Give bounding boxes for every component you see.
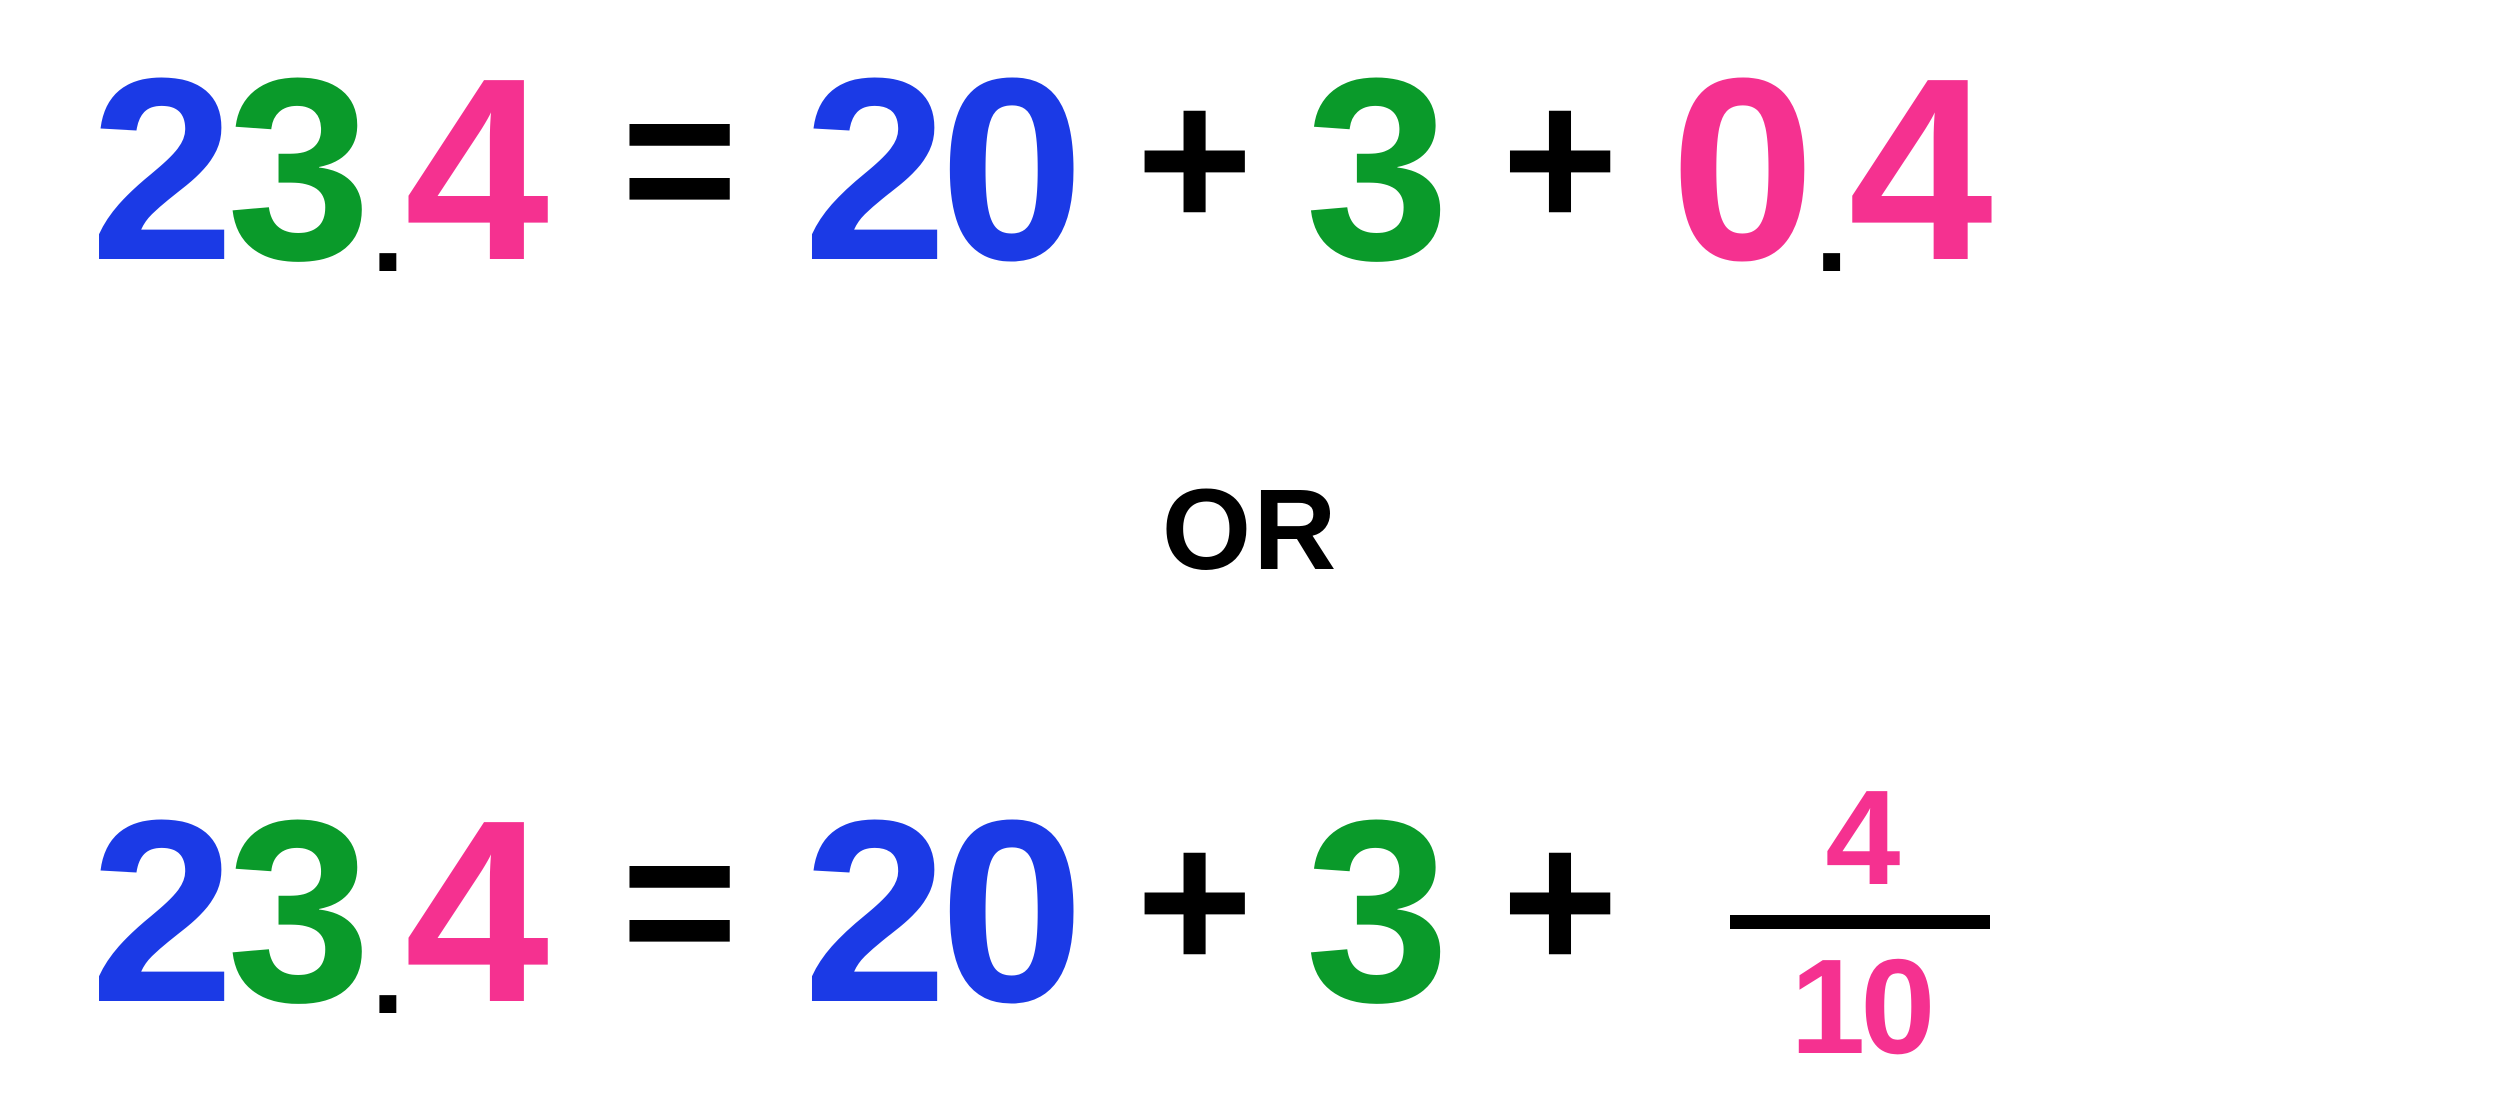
term-tenths-dec: 4 bbox=[1848, 40, 1985, 300]
plus-sign-3: + bbox=[1136, 802, 1245, 1022]
lhs-tens-digit: 2 bbox=[90, 40, 227, 300]
term-ones: 3 bbox=[1305, 40, 1442, 300]
lhs-ones-digit: 3 bbox=[227, 40, 364, 300]
term-ones-2: 3 bbox=[1305, 782, 1442, 1042]
term-tens-2: 20 bbox=[803, 782, 1076, 1042]
lhs-tenths-digit-2: 4 bbox=[405, 782, 542, 1042]
term-tenths-point: . bbox=[1815, 170, 1840, 290]
fraction-denominator: 10 bbox=[1790, 939, 1930, 1074]
plus-sign-4: + bbox=[1502, 802, 1611, 1022]
or-text: OR bbox=[1162, 464, 1339, 596]
term-tens: 20 bbox=[803, 40, 1076, 300]
lhs-ones-digit-2: 3 bbox=[227, 782, 364, 1042]
equation-line-1: 2 3 . 4 = 20 + 3 + 0 . 4 bbox=[90, 40, 2410, 300]
or-separator-row: OR bbox=[90, 464, 2410, 596]
equation-line-2: 2 3 . 4 = 20 + 3 + 4 10 bbox=[90, 760, 2410, 1074]
fraction-tenths: 4 10 bbox=[1730, 770, 1990, 1074]
plus-sign-2: + bbox=[1502, 60, 1611, 280]
lhs-decimal-point: . bbox=[371, 170, 396, 290]
equals-sign-2: = bbox=[621, 802, 723, 1022]
fraction-numerator: 4 bbox=[1825, 770, 1895, 905]
equals-sign: = bbox=[621, 60, 723, 280]
lhs-tenths-digit: 4 bbox=[405, 40, 542, 300]
plus-sign-1: + bbox=[1136, 60, 1245, 280]
fraction-bar bbox=[1730, 915, 1990, 929]
lhs-decimal-point-2: . bbox=[371, 912, 396, 1032]
term-tenths-whole: 0 bbox=[1670, 40, 1807, 300]
lhs-tens-digit-2: 2 bbox=[90, 782, 227, 1042]
